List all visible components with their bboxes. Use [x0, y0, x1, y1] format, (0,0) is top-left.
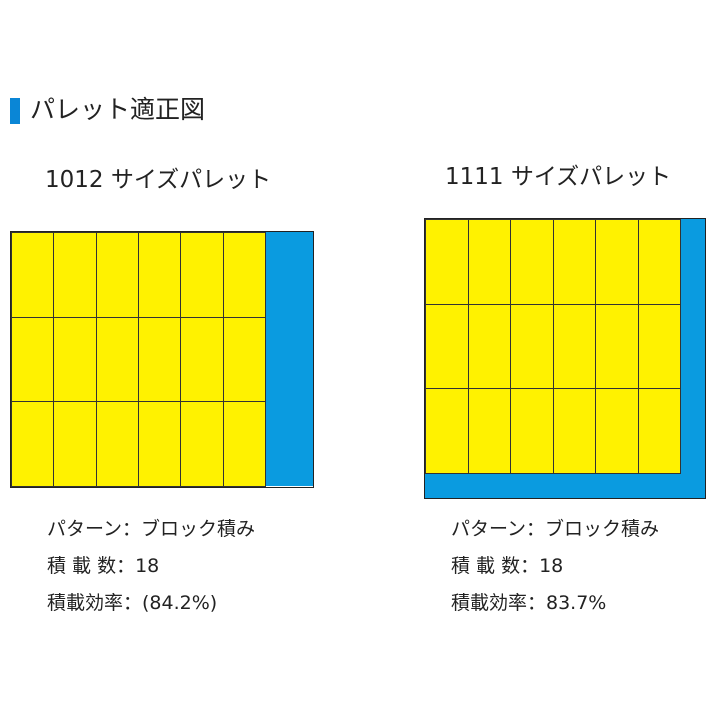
box-cell [552, 219, 596, 305]
pallet-1111-title: 1111 サイズパレット [445, 164, 672, 190]
box-cell [637, 388, 681, 474]
box-cell [595, 303, 639, 390]
box-cell [595, 388, 639, 474]
pallet-margin [265, 232, 313, 486]
box-cell [53, 401, 97, 487]
box-cell [510, 388, 554, 474]
box-cell [11, 401, 55, 487]
box-cell [95, 316, 139, 403]
page-title: パレット適正図 [30, 95, 206, 124]
box-cell [138, 401, 182, 487]
box-cell [138, 316, 182, 403]
pattern-text: パターン：ブロック積み [451, 518, 660, 540]
box-cell [467, 388, 511, 474]
box-cell [467, 219, 511, 305]
box-cell [138, 232, 182, 318]
box-cell [425, 303, 469, 390]
box-cell [552, 303, 596, 390]
count-text: 積 載 数：18 [47, 555, 160, 577]
box-cell [180, 232, 224, 318]
efficiency-text: 積載効率：83.7% [451, 592, 607, 614]
box-cell [180, 316, 224, 403]
pallet-1012-title: 1012 サイズパレット [45, 167, 272, 193]
pattern-text: パターン：ブロック積み [47, 518, 256, 540]
count-text: 積 載 数：18 [451, 555, 564, 577]
box-cell [95, 401, 139, 487]
box-cell [222, 232, 266, 318]
box-cell [637, 303, 681, 390]
pallet-margin-right [680, 219, 705, 498]
box-cell [510, 219, 554, 305]
box-cell [552, 388, 596, 474]
box-cell [637, 219, 681, 305]
efficiency-text: 積載効率：(84.2%) [47, 592, 218, 614]
pallet-1111-diagram [424, 218, 706, 499]
box-cell [222, 401, 266, 487]
pallet-1012-diagram [10, 231, 314, 488]
pallet-margin-bottom [425, 473, 705, 498]
box-cell [595, 219, 639, 305]
pallet-1111-info: パターン：ブロック積み 積 載 数：18 積載効率：83.7% [451, 511, 659, 622]
box-cell [53, 316, 97, 403]
pallet-1012-info: パターン：ブロック積み 積 載 数：18 積載効率：(84.2%) [47, 511, 255, 622]
box-cell [11, 232, 55, 318]
header-accent-bar [10, 98, 20, 124]
box-cell [53, 232, 97, 318]
box-cell [425, 388, 469, 474]
box-cell [180, 401, 224, 487]
box-cell [95, 232, 139, 318]
box-cell [467, 303, 511, 390]
box-cell [222, 316, 266, 403]
box-cell [425, 219, 469, 305]
box-cell [510, 303, 554, 390]
box-cell [11, 316, 55, 403]
